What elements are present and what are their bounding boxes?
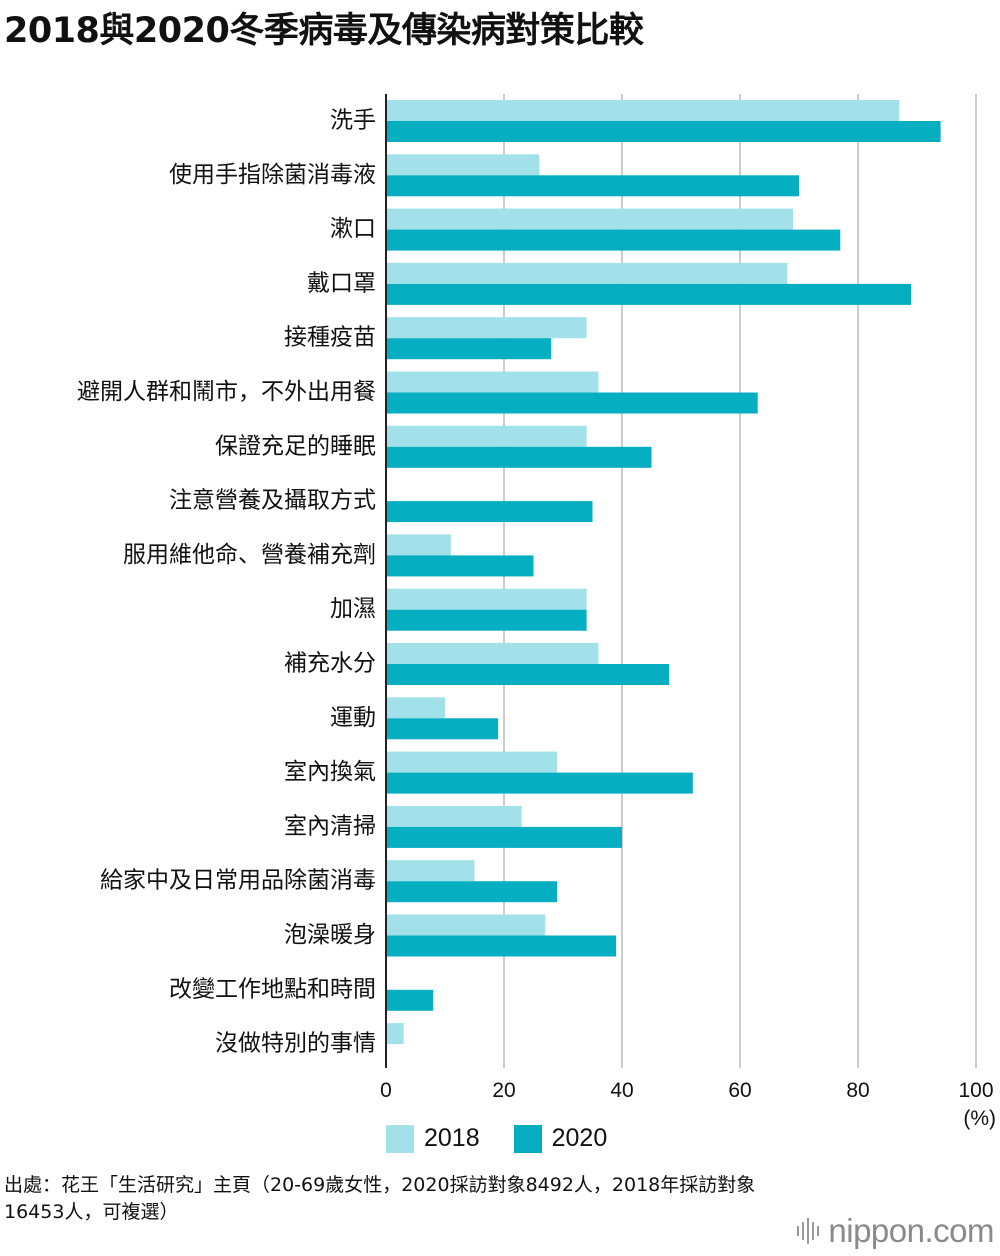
- category-label-17: 沒做特別的事情: [215, 1031, 376, 1057]
- bar-2020-15: [386, 935, 617, 957]
- bar-2020-10: [386, 664, 670, 685]
- bar-2018-8: [386, 534, 451, 556]
- x-axis-ticks: 0 20 40 60 80 100: [380, 1079, 993, 1102]
- category-label-7: 注意營養及攝取方式: [169, 488, 376, 514]
- bar-2018-2: [386, 208, 794, 230]
- category-label-9: 加濕: [330, 596, 376, 622]
- bar-2018-1: [386, 154, 540, 176]
- grid-lines: [503, 94, 977, 1068]
- bar-2020-11: [386, 718, 499, 740]
- legend-label-2018: 2018: [424, 1124, 480, 1152]
- category-label-4: 接種疫苗: [284, 325, 376, 351]
- legend-item-2018: 2018: [386, 1124, 480, 1153]
- source-note: 出處：花王「生活研究」主頁（20-69歲女性，2020採訪對象8492人，201…: [4, 1174, 756, 1223]
- bar-2020-0: [386, 121, 941, 142]
- category-label-5: 避開人群和鬧市，不外出用餐: [77, 379, 376, 405]
- legend-swatch-2020: [513, 1124, 542, 1153]
- bar-2018-11: [386, 697, 445, 719]
- category-label-2: 漱口: [330, 216, 376, 242]
- logo-bars-icon: [797, 1218, 822, 1244]
- bar-2018-9: [386, 588, 587, 610]
- bar-2020-16: [386, 989, 434, 1011]
- x-tick-0: 0: [380, 1079, 392, 1102]
- bar-2018-0: [386, 100, 900, 121]
- x-tick-100: 100: [958, 1079, 993, 1102]
- legend-swatch-2018: [386, 1124, 414, 1153]
- bar-2018-17: [386, 1023, 404, 1045]
- bar-2018-13: [386, 805, 522, 827]
- x-tick-20: 20: [492, 1079, 515, 1102]
- bar-2020-1: [386, 175, 799, 197]
- bar-2018-10: [386, 643, 599, 664]
- bar-2018-4: [386, 317, 587, 339]
- bar-2018-12: [386, 751, 558, 773]
- bar-2018-14: [386, 860, 475, 882]
- bar-2018-15: [386, 914, 546, 936]
- category-label-15: 泡澡暖身: [284, 922, 376, 948]
- category-label-14: 給家中及日常用品除菌消毒: [100, 868, 376, 894]
- category-label-3: 戴口罩: [307, 270, 376, 296]
- x-axis-unit: (%): [963, 1107, 996, 1130]
- bar-2020-6: [386, 446, 652, 468]
- category-labels: 洗手使用手指除菌消毒液漱口戴口罩接種疫苗避開人群和鬧市，不外出用餐保證充足的睡眠…: [77, 108, 376, 1057]
- legend-label-2020: 2020: [551, 1124, 608, 1152]
- bar-2020-8: [386, 555, 534, 577]
- logo-text: nippon.com: [828, 1212, 994, 1249]
- bar-2018-3: [386, 262, 788, 284]
- category-label-10: 補充水分: [284, 651, 376, 677]
- legend: 2018 2020: [386, 1124, 641, 1153]
- x-tick-40: 40: [610, 1079, 633, 1102]
- bar-2020-14: [386, 881, 558, 903]
- bar-2020-12: [386, 772, 693, 794]
- bar-chart: 洗手使用手指除菌消毒液漱口戴口罩接種疫苗避開人群和鬧市，不外出用餐保證充足的睡眠…: [77, 94, 996, 1130]
- chart-title: 2018與2020冬季病毒及傳染病對策比較: [4, 11, 644, 51]
- bar-2020-5: [386, 392, 758, 414]
- x-tick-80: 80: [846, 1079, 869, 1102]
- x-tick-60: 60: [728, 1079, 751, 1102]
- legend-item-2020: 2020: [513, 1124, 608, 1153]
- bar-2020-3: [386, 283, 912, 305]
- nippon-logo: nippon.com: [797, 1212, 994, 1250]
- bar-2018-5: [386, 371, 599, 393]
- category-label-16: 改變工作地點和時間: [169, 976, 376, 1002]
- bar-2020-13: [386, 826, 622, 848]
- category-label-8: 服用維他命、營養補充劑: [123, 542, 376, 568]
- category-label-12: 室內換氣: [284, 759, 376, 785]
- bar-2020-2: [386, 229, 841, 251]
- bar-2018-6: [386, 425, 587, 447]
- bar-2020-4: [386, 338, 552, 360]
- category-label-11: 運動: [330, 705, 376, 731]
- category-label-1: 使用手指除菌消毒液: [169, 162, 376, 188]
- bar-2020-9: [386, 609, 587, 631]
- category-label-13: 室內清掃: [284, 813, 376, 839]
- bars: [385, 94, 941, 1068]
- bar-2020-7: [386, 501, 593, 523]
- category-label-6: 保證充足的睡眠: [215, 433, 376, 459]
- category-label-0: 洗手: [330, 108, 376, 134]
